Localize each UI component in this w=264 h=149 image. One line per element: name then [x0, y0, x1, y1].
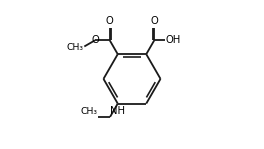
Text: CH₃: CH₃	[80, 107, 97, 116]
Text: CH₃: CH₃	[67, 43, 84, 52]
Text: NH: NH	[110, 106, 125, 116]
Text: O: O	[91, 35, 99, 45]
Text: OH: OH	[166, 35, 181, 45]
Text: O: O	[150, 16, 158, 26]
Text: O: O	[106, 16, 114, 26]
